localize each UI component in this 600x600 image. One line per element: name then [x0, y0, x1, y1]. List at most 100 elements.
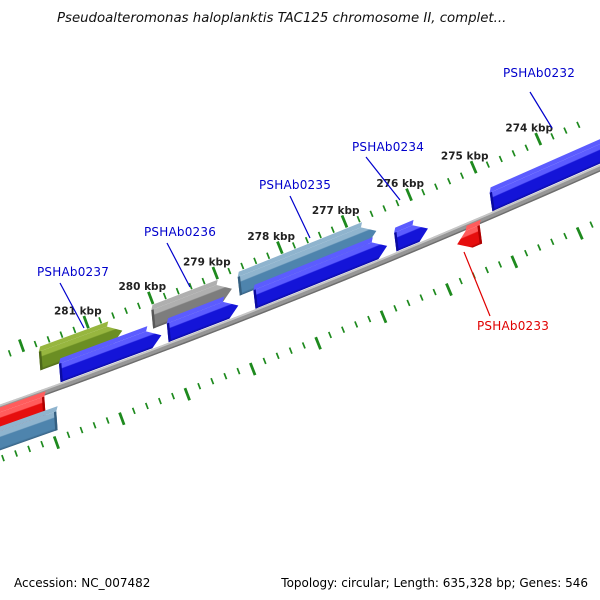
- gene-top-face: [465, 219, 481, 232]
- minor-tick: [236, 367, 241, 375]
- minor-tick: [162, 292, 167, 300]
- minor-tick: [131, 407, 136, 415]
- gene-callouts: [59, 91, 553, 329]
- major-tick: [510, 255, 519, 269]
- map-title: Pseudoalteromonas haloplanktis TAC125 ch…: [57, 11, 507, 26]
- gene-label-PSHAb0232[interactable]: PSHAb0232: [503, 66, 576, 80]
- major-tick: [82, 315, 90, 329]
- gene-top-face: [0, 406, 58, 443]
- gene-top-face: [394, 219, 414, 233]
- gene-rev-cds-steelblue[interactable]: [0, 406, 65, 460]
- gene-top-face: [237, 222, 363, 278]
- minor-tick: [421, 188, 426, 196]
- minor-tick: [498, 155, 503, 163]
- gene-cds-1[interactable]: [53, 323, 165, 383]
- minor-tick: [301, 342, 306, 349]
- gene-top-face: [0, 391, 46, 426]
- minor-tick: [341, 326, 346, 334]
- minor-tick: [524, 144, 529, 152]
- gene-label-PSHAb0233[interactable]: PSHAb0233: [477, 319, 550, 333]
- minor-tick: [317, 231, 322, 239]
- callout-line: [463, 251, 491, 317]
- gene-body: [166, 301, 239, 343]
- gene-cds-3[interactable]: [247, 233, 390, 309]
- major-tick: [575, 226, 584, 240]
- minor-tick: [367, 315, 372, 323]
- minor-tick: [330, 226, 335, 234]
- minor-tick: [393, 305, 398, 312]
- gene-top-face: [151, 279, 218, 311]
- minor-tick: [485, 161, 490, 168]
- major-tick: [211, 266, 219, 280]
- minor-tick: [459, 172, 465, 180]
- callout-line: [289, 195, 311, 239]
- gene-body: [58, 331, 162, 383]
- accession-text: Accession: NC_007482: [14, 576, 151, 590]
- minor-tick: [253, 257, 258, 265]
- minor-tick: [563, 127, 568, 134]
- gene-label-PSHAb0237[interactable]: PSHAb0237: [37, 265, 110, 279]
- minor-tick: [27, 445, 32, 453]
- gene-body: [0, 396, 46, 443]
- gene-cds-2[interactable]: [161, 293, 242, 343]
- gene-body: [0, 411, 58, 460]
- minor-tick: [458, 277, 463, 285]
- minor-tick: [175, 287, 180, 295]
- gene-label-PSHAb0236[interactable]: PSHAb0236: [144, 225, 217, 239]
- tick-label: 278 kbp: [247, 231, 295, 243]
- gene-label-PSHAb0235[interactable]: PSHAb0235: [259, 178, 332, 192]
- gene-end-face: [58, 362, 63, 383]
- minor-tick: [497, 261, 503, 268]
- gene-end-face: [253, 289, 258, 309]
- major-tick: [379, 310, 388, 324]
- gene-PSHAb0234[interactable]: [388, 216, 432, 252]
- minor-tick: [46, 336, 51, 343]
- gene-track: [0, 123, 600, 460]
- callout-line: [365, 156, 401, 201]
- gene-body: [457, 225, 483, 248]
- minor-tick: [105, 417, 110, 424]
- minor-tick: [550, 133, 555, 140]
- major-tick: [249, 362, 257, 376]
- callout-line: [166, 242, 191, 288]
- major-tick: [147, 291, 155, 305]
- minor-tick: [197, 382, 202, 390]
- gene-end-face: [394, 231, 399, 252]
- tick-label: 279 kbp: [183, 256, 231, 268]
- callout-line: [529, 91, 553, 129]
- minor-tick: [524, 249, 529, 257]
- major-tick: [469, 160, 478, 174]
- gene-PSHAb0237[interactable]: [33, 318, 126, 371]
- minor-tick: [589, 221, 594, 228]
- gene-end-face: [489, 191, 495, 212]
- major-tick: [52, 435, 60, 450]
- major-tick: [405, 188, 413, 202]
- minor-tick: [327, 331, 332, 339]
- gene-top-face: [253, 237, 373, 291]
- backbone: [0, 164, 600, 412]
- major-tick: [534, 132, 543, 146]
- gene-PSHAb0233[interactable]: [452, 219, 490, 253]
- minor-tick: [171, 392, 175, 400]
- major-tick: [314, 336, 322, 350]
- minor-tick: [92, 421, 97, 429]
- tick-label: 280 kbp: [119, 281, 167, 293]
- gene-label-PSHAb0234[interactable]: PSHAb0234: [352, 140, 425, 154]
- minor-tick: [447, 177, 452, 185]
- minor-tick: [72, 326, 77, 334]
- major-tick: [445, 283, 453, 297]
- minor-tick: [292, 242, 297, 249]
- minor-tick: [369, 210, 374, 218]
- gene-PSHAb0232[interactable]: [483, 123, 600, 212]
- major-tick: [183, 387, 191, 401]
- major-tick: [276, 241, 284, 255]
- minor-tick: [210, 377, 215, 385]
- tick-label: 281 kbp: [54, 305, 102, 317]
- gene-end-face: [38, 350, 43, 371]
- minor-tick: [240, 262, 245, 270]
- gene-top-face: [38, 321, 109, 352]
- minor-tick: [137, 302, 141, 310]
- tick-label: 275 kbp: [441, 151, 489, 163]
- minor-tick: [158, 397, 162, 405]
- tick-label: 277 kbp: [312, 205, 360, 217]
